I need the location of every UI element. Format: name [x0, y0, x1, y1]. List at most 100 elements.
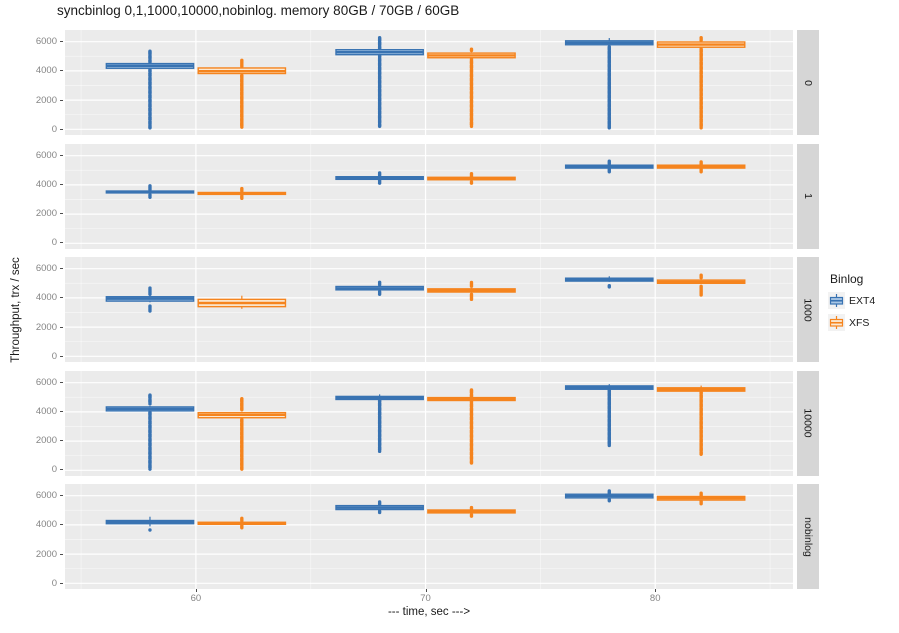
y-tick-label: 0 [51, 577, 57, 589]
boxplot-xfs-nobinlog-80 [656, 491, 746, 506]
boxplot-ext4-0-60 [105, 49, 195, 130]
y-tick-mark [60, 154, 63, 156]
facet-strip-label: 0 [802, 79, 814, 86]
y-tick-label: 4000 [35, 292, 57, 304]
legend: Binlog EXT4 XFS [828, 272, 875, 336]
y-tick-mark [60, 326, 63, 328]
y-tick-mark [60, 70, 63, 72]
boxplot-ext4-10000-80 [564, 383, 654, 447]
x-axis-title: --- time, sec ---> [387, 606, 471, 618]
boxplot-ext4-1000-80 [564, 276, 654, 289]
y-tick-label: 4000 [35, 405, 57, 417]
x-tick-label: 80 [649, 593, 661, 604]
facet-strip-10000: 10000 [797, 370, 819, 476]
y-tick-label: 2000 [35, 94, 57, 106]
boxplot-xfs-0-80 [656, 36, 746, 130]
facet-strip-1: 1 [797, 143, 819, 249]
boxplot-xfs-1-60 [197, 186, 287, 200]
y-tick-label: 6000 [35, 263, 57, 275]
y-tick-label: 6000 [35, 149, 57, 161]
facet-panel-nobinlog [65, 484, 793, 589]
chart-title: syncbinlog 0,1,1000,10000,nobinlog. memo… [57, 3, 460, 18]
y-tick-mark [60, 440, 63, 442]
xfs-boxplot-key-icon [828, 314, 845, 331]
ext4-boxplot-key-icon [828, 292, 845, 309]
boxplot-ext4-1-70 [335, 170, 424, 185]
y-tick-mark [60, 268, 63, 270]
y-tick-mark [60, 128, 63, 130]
y-tick-label: 0 [51, 350, 57, 362]
x-tick-mark [425, 589, 427, 592]
y-tick-label: 4000 [35, 519, 57, 531]
facet-panel-10000 [65, 370, 793, 476]
y-tick-mark [60, 41, 63, 43]
x-tick-label: 70 [420, 593, 431, 604]
boxplot-ext4-0-80 [564, 38, 654, 130]
boxplot-ext4-1-80 [564, 159, 654, 173]
x-tick-label: 60 [190, 593, 202, 604]
y-tick-label: 2000 [35, 435, 57, 447]
facet-strip-nobinlog: nobinlog [797, 484, 819, 589]
y-tick-mark [60, 469, 63, 471]
boxplot-xfs-nobinlog-70 [427, 505, 516, 518]
y-tick-label: 6000 [35, 490, 57, 502]
boxplot-ext4-1000-70 [335, 280, 424, 296]
boxplot-ext4-1000-60 [105, 286, 195, 313]
legend-entry-ext4: EXT4 [828, 292, 875, 309]
legend-entry-xfs: XFS [828, 314, 875, 331]
boxplot-xfs-10000-70 [427, 387, 516, 465]
boxplot-xfs-10000-60 [197, 396, 287, 471]
facet-panel-1000 [65, 257, 793, 362]
y-tick-mark [60, 99, 63, 101]
boxplot-ext4-0-70 [335, 36, 424, 129]
y-tick-label: 4000 [35, 178, 57, 190]
y-tick-mark [60, 381, 63, 383]
y-tick-label: 2000 [35, 208, 57, 220]
boxplot-ext4-nobinlog-70 [335, 500, 424, 515]
boxplot-ext4-nobinlog-80 [564, 489, 654, 503]
boxplot-xfs-1-70 [427, 171, 516, 185]
y-tick-label: 0 [51, 123, 57, 135]
facet-strip-1000: 1000 [797, 257, 819, 362]
y-tick-label: 2000 [35, 548, 57, 560]
y-tick-label: 0 [51, 237, 57, 249]
facet-strip-0: 0 [797, 30, 819, 135]
y-tick-mark [60, 524, 63, 526]
boxplot-xfs-nobinlog-60 [197, 516, 287, 530]
y-tick-label: 6000 [35, 36, 57, 48]
x-tick-mark [655, 589, 657, 592]
y-tick-label: 4000 [35, 65, 57, 77]
legend-title: Binlog [830, 272, 864, 286]
y-tick-mark [60, 213, 63, 215]
boxplot-ext4-10000-70 [335, 393, 424, 453]
facet-strip-label: nobinlog [802, 516, 815, 557]
y-tick-mark [60, 495, 63, 497]
y-tick-label: 2000 [35, 321, 57, 333]
facet-strip-label: 10000 [802, 408, 815, 438]
y-tick-mark [60, 297, 63, 299]
boxplot-xfs-1000-80 [656, 273, 746, 297]
facet-strip-label: 1000 [802, 297, 815, 322]
y-tick-label: 0 [51, 464, 57, 476]
boxplot-xfs-0-60 [197, 58, 287, 129]
legend-label-xfs: XFS [849, 316, 870, 329]
y-tick-mark [60, 582, 63, 584]
boxplot-xfs-1000-70 [427, 280, 516, 302]
facet-panel-1 [65, 143, 793, 249]
y-axis-title: Throughput, trx / sec [10, 257, 22, 363]
x-tick-mark [195, 589, 197, 592]
boxplot-xfs-1-80 [656, 159, 746, 173]
boxplot-ext4-nobinlog-60 [105, 516, 195, 532]
boxplot-xfs-1000-60 [197, 295, 287, 309]
boxplot-ext4-1-60 [105, 183, 195, 199]
y-tick-mark [60, 553, 63, 555]
boxplot-xfs-0-70 [427, 47, 516, 129]
boxplot-ext4-10000-60 [105, 392, 195, 471]
facet-strip-label: 1 [802, 193, 814, 199]
y-tick-mark [60, 410, 63, 412]
y-tick-mark [60, 355, 63, 357]
boxplot-xfs-10000-80 [656, 385, 746, 456]
legend-label-ext4: EXT4 [849, 294, 876, 307]
y-tick-mark [60, 183, 63, 185]
